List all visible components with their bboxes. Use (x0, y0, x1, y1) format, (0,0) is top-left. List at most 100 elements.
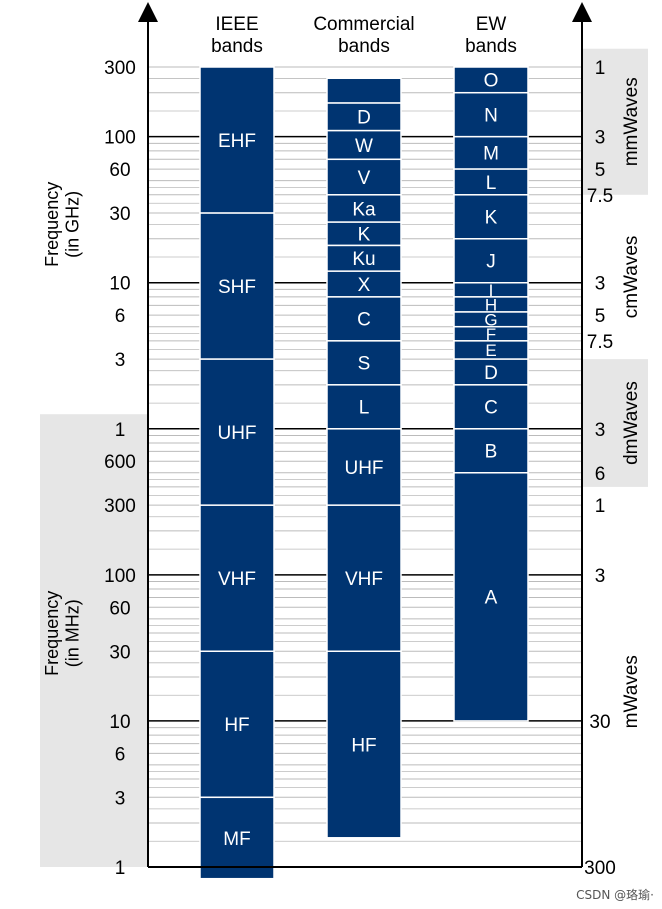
commercial-band-V (326, 158, 402, 196)
ew-band-B (453, 428, 529, 474)
ieee-band-label: MF (223, 829, 250, 850)
commercial-band-label: UHF (344, 458, 383, 479)
commercial-band-label: K (358, 225, 371, 246)
commercial-column-header: Commercial bands (313, 14, 414, 57)
ghz-axis-title-text: Frequency(in GHz) (42, 182, 83, 267)
wavelength-label-text: dmWaves (621, 381, 642, 465)
left-tick-label: 10 (109, 274, 130, 295)
commercial-band-W (326, 129, 402, 161)
ew-band-D (453, 358, 529, 386)
wavelength-shade-2 (582, 359, 648, 487)
ew-band-O (453, 66, 529, 94)
left-tick-label: 3 (115, 350, 126, 371)
watermark: CSDN @珞瑜· (576, 888, 654, 902)
right-tick-label: 300 (584, 858, 616, 879)
ew-band-label: F (486, 325, 496, 344)
ew-band-label: G (484, 310, 497, 329)
commercial-band-label: D (357, 108, 371, 129)
commercial-band-UHF (326, 428, 402, 506)
left-tick-label: 1 (115, 420, 126, 441)
ew-band-label: C (484, 398, 498, 419)
ieee-column-header: IEEE bands (211, 14, 263, 57)
wavelength-shade-0 (582, 48, 648, 195)
left-tick-label: 100 (104, 566, 136, 587)
right-tick-label: 5 (595, 160, 606, 181)
left-tick-label: 100 (104, 128, 136, 149)
ew-band-label: O (484, 71, 499, 92)
commercial-band-D (326, 102, 402, 132)
ieee-band-label: EHF (218, 131, 256, 152)
ieee-band-label: HF (224, 715, 249, 736)
left-tick-label: 6 (115, 744, 126, 765)
ieee-band-label: UHF (217, 423, 256, 444)
left-tick-label: 60 (109, 160, 130, 181)
right-tick-label: 3 (595, 566, 606, 587)
wavelength-label-mWaves: mWaves (621, 655, 642, 728)
commercial-band-Ka (326, 194, 402, 223)
wavelength-label-mmWaves: mmWaves (621, 77, 642, 166)
ew-band-label: M (483, 144, 499, 165)
right-tick-label: 1 (595, 58, 606, 79)
ew-band-label: E (485, 341, 496, 360)
ew-band-label: K (485, 208, 498, 229)
ew-band-label: N (484, 106, 498, 127)
ew-band-K (453, 194, 529, 240)
commercial-band-VHF (326, 504, 402, 653)
commercial-band-label: X (358, 275, 371, 296)
right-tick-label: 30 (589, 712, 610, 733)
left-tick-label: 300 (104, 496, 136, 517)
ew-band-label: I (489, 281, 494, 300)
left-tick-label: 300 (104, 58, 136, 79)
commercial-band-L (326, 384, 402, 430)
commercial-band-label: Ku (352, 249, 375, 270)
right-tick-label: 3 (595, 128, 606, 149)
ieee-band-EHF (199, 66, 275, 214)
ew-band-label: J (486, 252, 496, 273)
left-tick-label: 10 (109, 712, 130, 733)
wavelength-label-text: mWaves (621, 655, 642, 728)
ieee-band-label: VHF (218, 569, 256, 590)
commercial-band-blank (326, 77, 402, 104)
right-tick-label: 3 (595, 274, 606, 295)
left-tick-label: 60 (109, 598, 130, 619)
mhz-axis-title-text: Frequency(in MHz) (42, 591, 83, 676)
ew-column-header: EW bands (465, 14, 517, 57)
left-tick-label: 1 (115, 858, 126, 879)
mhz-axis-title: Frequency(in MHz) (42, 591, 83, 676)
mhz-region-shade (40, 414, 148, 867)
ew-band-label: L (486, 173, 497, 194)
right-tick-label: 5 (595, 306, 606, 327)
left-tick-label: 600 (104, 452, 136, 473)
right-tick-label: 6 (595, 464, 606, 485)
right-tick-label: 1 (595, 496, 606, 517)
ieee-band-MF (199, 796, 275, 880)
right-tick-label: 7.5 (587, 332, 613, 353)
left-tick-label: 30 (109, 204, 130, 225)
wavelength-label-dmWaves: dmWaves (621, 381, 642, 465)
ew-band-label: H (485, 296, 497, 315)
right-tick-label: 3 (595, 420, 606, 441)
commercial-band-label: VHF (345, 569, 383, 590)
commercial-band-label: W (355, 136, 373, 157)
ew-band-L (453, 168, 529, 196)
left-tick-label: 6 (115, 306, 126, 327)
commercial-band-label: S (358, 354, 371, 375)
commercial-band-label: Ka (352, 199, 376, 220)
ieee-band-label: SHF (218, 277, 256, 298)
commercial-band-label: L (359, 398, 370, 419)
ew-band-label: B (485, 442, 498, 463)
ew-band-label: A (485, 588, 498, 609)
commercial-band-C (326, 296, 402, 342)
wavelength-label-text: mmWaves (621, 77, 642, 166)
ghz-axis-title: Frequency(in GHz) (42, 182, 83, 267)
commercial-band-HF (326, 650, 402, 839)
ieee-band-VHF (199, 504, 275, 653)
commercial-band-label: HF (351, 735, 376, 756)
ew-band-label: D (484, 363, 498, 384)
left-tick-label: 3 (115, 788, 126, 809)
wavelength-label-cmWaves: cmWaves (621, 236, 642, 319)
commercial-band-label: V (358, 168, 371, 189)
wavelength-label-text: cmWaves (621, 236, 642, 319)
left-tick-label: 30 (109, 642, 130, 663)
